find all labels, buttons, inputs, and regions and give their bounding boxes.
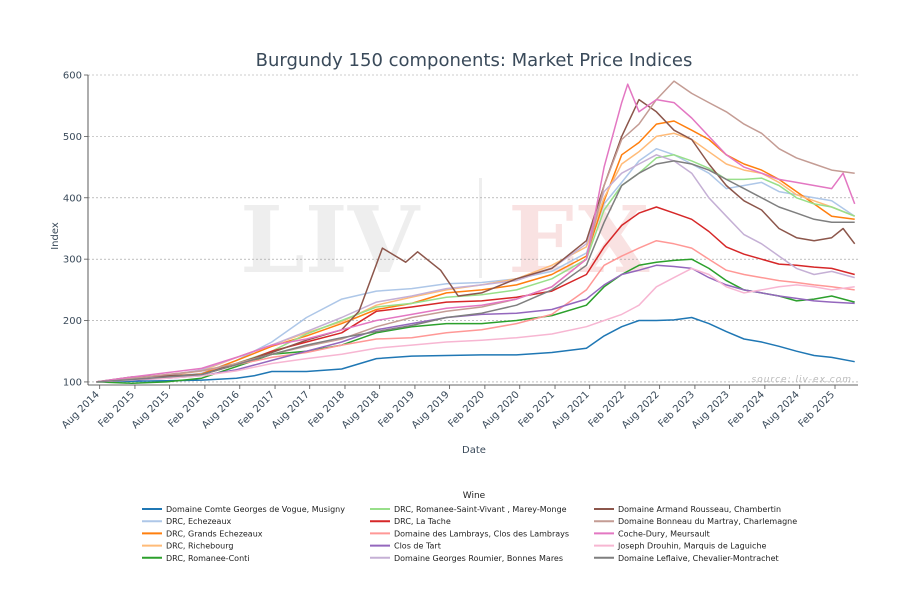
series-line bbox=[96, 316, 855, 383]
svg-text:LIV: LIV bbox=[240, 186, 421, 294]
x-tick-label: Aug 2019 bbox=[410, 389, 452, 431]
y-tick-label: 300 bbox=[63, 255, 82, 266]
x-tick-label: Aug 2014 bbox=[60, 389, 102, 431]
legend-title: Wine bbox=[463, 491, 486, 501]
y-axis-label: Index bbox=[50, 222, 61, 250]
x-tick-label: Aug 2020 bbox=[480, 389, 522, 431]
y-tick-label: 600 bbox=[63, 71, 82, 82]
gridlines bbox=[88, 74, 858, 383]
series-line bbox=[96, 258, 855, 384]
x-tick-label: Aug 2018 bbox=[340, 389, 382, 431]
series-line bbox=[96, 154, 855, 383]
series-line bbox=[96, 267, 855, 383]
x-axis-label: Date bbox=[462, 445, 486, 456]
series-line bbox=[96, 132, 855, 383]
series-line bbox=[96, 147, 856, 383]
legend: Domaine Comte Georges de Vogue, Musigny D… bbox=[142, 505, 797, 563]
legend-label: Coche-Dury, Meursault bbox=[618, 529, 710, 538]
legend-label: DRC, Romanee-Conti bbox=[166, 554, 250, 563]
series-line bbox=[96, 160, 855, 383]
series-line bbox=[96, 154, 855, 383]
legend-label: Clos de Tart bbox=[394, 542, 441, 551]
legend-label: Domaine des Lambrays, Clos des Lambrays bbox=[394, 529, 569, 538]
x-tick-label: Aug 2017 bbox=[270, 389, 312, 431]
x-tick-label: Aug 2015 bbox=[130, 389, 172, 431]
x-tick-label: Aug 2022 bbox=[620, 389, 662, 431]
legend-label: Joseph Drouhin, Marquis de Laguiche bbox=[617, 542, 767, 551]
legend-label: Domaine Armand Rousseau, Chambertin bbox=[618, 505, 781, 514]
series-line bbox=[96, 206, 855, 383]
series-line bbox=[96, 120, 855, 383]
y-tick-label: 100 bbox=[63, 377, 82, 388]
series-line bbox=[96, 98, 856, 383]
legend-label: Domaine Leflaive, Chevalier-Montrachet bbox=[618, 554, 779, 563]
legend-label: DRC, Echezeaux bbox=[166, 517, 232, 526]
y-ticks: 100 200 300 400 500 600 bbox=[63, 71, 88, 388]
legend-label: Domaine Comte Georges de Vogue, Musigny bbox=[166, 505, 345, 514]
series-line bbox=[96, 264, 855, 383]
x-tick-label: Aug 2024 bbox=[760, 389, 802, 431]
legend-label: Domaine Georges Roumier, Bonnes Mares bbox=[394, 554, 563, 563]
x-tick-label: Aug 2023 bbox=[690, 389, 732, 431]
y-tick-label: 400 bbox=[63, 193, 82, 204]
legend-label: Domaine Bonneau du Martray, Charlemagne bbox=[618, 517, 797, 526]
series-line bbox=[96, 239, 855, 383]
x-tick-label: Feb 2025 bbox=[797, 389, 838, 430]
legend-label: DRC, La Tache bbox=[394, 517, 451, 526]
y-tick-label: 500 bbox=[63, 132, 82, 143]
x-tick-label: Aug 2016 bbox=[200, 389, 242, 431]
series-line bbox=[96, 83, 856, 383]
series-lines bbox=[96, 80, 856, 384]
legend-label: DRC, Grands Echezeaux bbox=[166, 529, 263, 538]
source-note: source: liv-ex.com bbox=[752, 375, 853, 385]
x-tick-label: Aug 2021 bbox=[550, 389, 592, 431]
chart-title: Burgundy 150 components: Market Price In… bbox=[256, 50, 693, 71]
legend-label: DRC, Romanee-Saint-Vivant , Marey-Monge bbox=[394, 505, 567, 514]
legend-label: DRC, Richebourg bbox=[166, 542, 233, 551]
y-tick-label: 200 bbox=[63, 316, 82, 327]
